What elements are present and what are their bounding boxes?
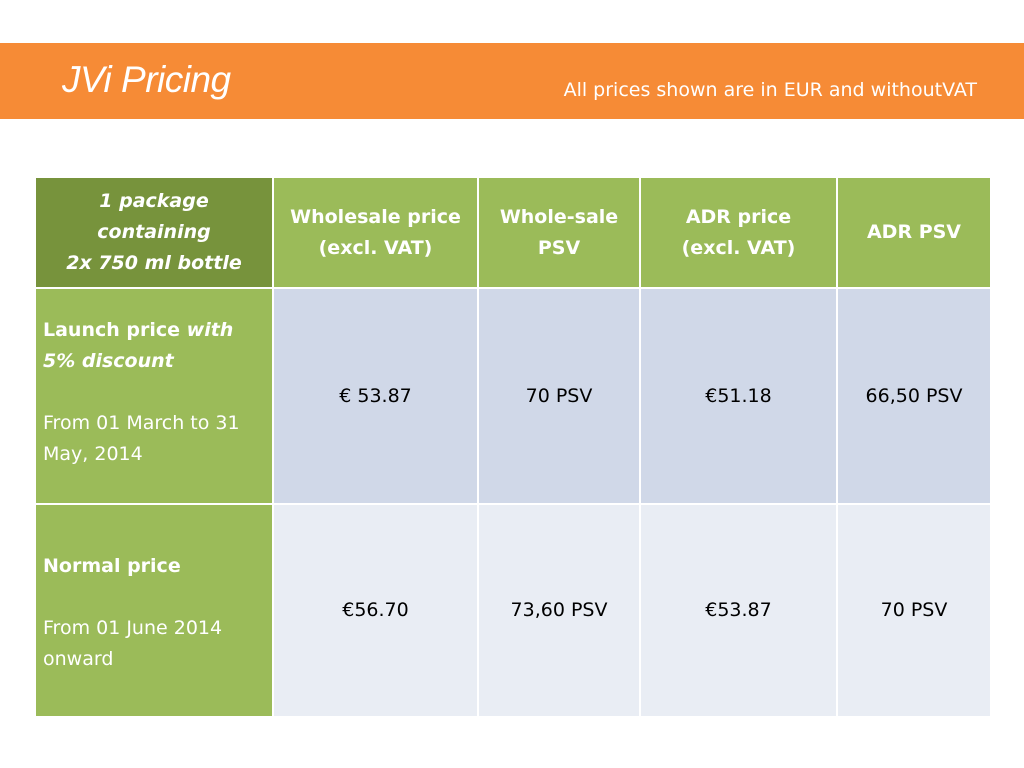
column-header-line: (excl. VAT)	[318, 236, 433, 259]
row-period: From 01 June 2014 onward	[43, 616, 223, 670]
table-cell: €56.70	[272, 503, 479, 718]
table-cell: € 53.87	[272, 287, 479, 505]
column-header-wholesale-price: Wholesale price (excl. VAT)	[272, 176, 479, 289]
table-header-row: 1 package containing 2x 750 ml bottle Wh…	[34, 176, 992, 289]
row-label-bold: Normal price	[43, 554, 181, 577]
table-row-normal-price: Normal price From 01 June 2014 onward €5…	[34, 503, 992, 718]
column-header-line: ADR PSV	[866, 221, 962, 243]
row-label-normal-price: Normal price From 01 June 2014 onward	[34, 503, 274, 718]
corner-header-line: 1 package	[99, 190, 209, 212]
slide-subtitle: All prices shown are in EUR and withoutV…	[563, 79, 977, 101]
corner-header-line: 2x 750 ml bottle	[66, 252, 242, 274]
corner-header-line: containing	[97, 221, 211, 243]
table-row-launch-price: Launch price with 5% discount From 01 Ma…	[34, 287, 992, 505]
column-header-adr-psv: ADR PSV	[836, 176, 992, 289]
row-label-italic: with 5% discount	[43, 319, 234, 372]
table-cell: €51.18	[639, 287, 838, 505]
pricing-table: 1 package containing 2x 750 ml bottle Wh…	[34, 176, 992, 718]
row-period: From 01 March to 31 May, 2014	[43, 412, 240, 465]
column-header-line: Wholesale price	[290, 205, 461, 228]
table-cell: 70 PSV	[477, 287, 641, 505]
row-label-launch-price: Launch price with 5% discount From 01 Ma…	[34, 287, 274, 505]
column-header-line: Whole-sale	[499, 205, 619, 228]
table-cell: 70 PSV	[836, 503, 992, 718]
row-label-bold: Launch price	[43, 319, 187, 341]
column-header-line: (excl. VAT)	[681, 236, 796, 259]
table-cell: €53.87	[639, 503, 838, 718]
column-header-wholesale-psv: Whole-sale PSV	[477, 176, 641, 289]
slide-title: JVi Pricing	[62, 59, 231, 100]
table-cell: 73,60 PSV	[477, 503, 641, 718]
corner-header-cell: 1 package containing 2x 750 ml bottle	[34, 176, 274, 289]
column-header-adr-price: ADR price (excl. VAT)	[639, 176, 838, 289]
table-cell: 66,50 PSV	[836, 287, 992, 505]
header-band: JVi Pricing All prices shown are in EUR …	[0, 43, 1024, 119]
column-header-line: PSV	[537, 236, 581, 259]
column-header-line: ADR price	[685, 205, 792, 228]
